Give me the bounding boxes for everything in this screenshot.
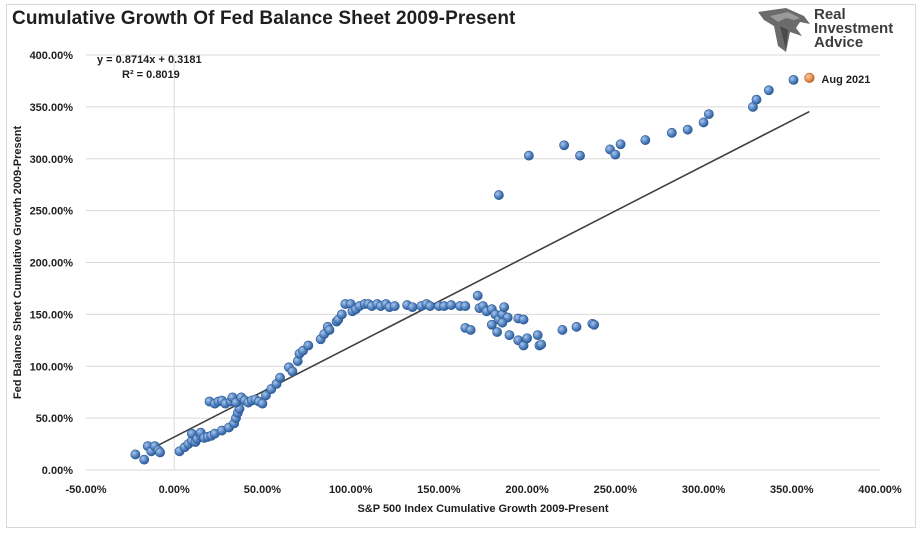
data-point <box>472 290 483 301</box>
data-point <box>425 301 435 311</box>
y-axis-ticks: 0.00% 50.00% 100.00% 150.00% 200.00% 250.00% 3… <box>30 50 74 477</box>
data-point <box>303 340 314 351</box>
x-tick-label: 0.00% <box>159 484 190 496</box>
data-point <box>763 85 774 96</box>
data-point <box>497 317 508 328</box>
data-point <box>389 301 400 311</box>
highlight-label: Aug 2021 <box>821 74 870 86</box>
data-point <box>499 302 510 313</box>
data-point <box>610 149 621 160</box>
data-point <box>155 447 166 458</box>
x-tick-label: 200.00% <box>505 484 549 496</box>
x-tick-label: 250.00% <box>594 484 638 496</box>
data-point <box>751 94 762 105</box>
x-axis-ticks: -50.00% 0.00% 50.00% 100.00% 150.00% 200.00% 2… <box>66 484 902 496</box>
data-point <box>666 127 677 138</box>
data-point <box>523 150 534 161</box>
logo-line-3: Advice <box>814 34 864 51</box>
y-tick-label: 150.00% <box>30 309 74 321</box>
logo-line-2: Investment <box>814 20 894 37</box>
y-tick-label: 400.00% <box>30 50 74 62</box>
data-point <box>275 372 285 383</box>
x-tick-label: 350.00% <box>770 484 814 496</box>
trendline-equation: y = 0.8714x + 0.3181 <box>97 54 202 66</box>
data-point <box>522 333 533 344</box>
data-point <box>640 135 651 145</box>
data-point <box>139 454 150 465</box>
data-points <box>130 72 815 465</box>
eagle-logo-icon <box>758 8 810 52</box>
logo-line-1: Real <box>814 6 846 23</box>
y-tick-label: 100.00% <box>30 361 74 373</box>
data-point <box>486 319 497 330</box>
data-point <box>257 398 268 409</box>
data-point <box>518 314 529 325</box>
data-point <box>532 330 543 341</box>
x-tick-label: 150.00% <box>417 484 461 496</box>
data-point <box>682 124 693 135</box>
y-axis-label: Fed Balance Sheet Cumulative Growth 2009… <box>12 126 24 400</box>
data-point <box>324 325 335 335</box>
x-tick-label: 50.00% <box>244 484 282 496</box>
data-point <box>557 325 568 335</box>
data-point <box>261 390 271 401</box>
data-point <box>336 309 347 320</box>
x-tick-label: 300.00% <box>682 484 726 496</box>
chart-frame <box>6 4 916 528</box>
data-point <box>287 366 298 377</box>
trendline <box>149 110 810 451</box>
data-point <box>407 302 418 313</box>
data-point <box>492 327 503 337</box>
data-point <box>465 325 476 335</box>
data-point <box>446 300 457 310</box>
data-point <box>575 150 585 161</box>
data-point <box>559 140 570 151</box>
data-point <box>698 117 709 128</box>
y-tick-label: 0.00% <box>42 465 73 477</box>
brand-logo: Real Investment Advice <box>756 6 916 54</box>
x-tick-label: 100.00% <box>329 484 373 496</box>
y-tick-label: 200.00% <box>30 258 74 270</box>
y-tick-label: 350.00% <box>30 102 74 114</box>
x-axis-label: S&P 500 Index Cumulative Growth 2009-Pre… <box>357 503 608 515</box>
gridlines <box>86 54 880 471</box>
highlight-point <box>804 72 815 83</box>
data-point <box>130 449 141 460</box>
data-point <box>504 330 515 341</box>
x-tick-label: 400.00% <box>858 484 902 496</box>
logo-wordmark: Real Investment Advice <box>814 6 894 51</box>
y-tick-label: 250.00% <box>30 206 74 218</box>
data-point <box>703 109 714 120</box>
data-point <box>788 75 799 85</box>
data-point <box>460 301 471 311</box>
y-tick-label: 50.00% <box>36 413 74 425</box>
data-point <box>571 321 582 332</box>
data-point <box>536 339 547 350</box>
y-tick-label: 300.00% <box>30 154 74 166</box>
data-point <box>615 139 626 150</box>
x-tick-label: -50.00% <box>66 484 107 496</box>
data-point <box>493 190 504 200</box>
chart-title: Cumulative Growth Of Fed Balance Sheet 2… <box>12 8 516 29</box>
trendline-r-squared: R² = 0.8019 <box>122 69 180 81</box>
data-point <box>589 319 600 330</box>
